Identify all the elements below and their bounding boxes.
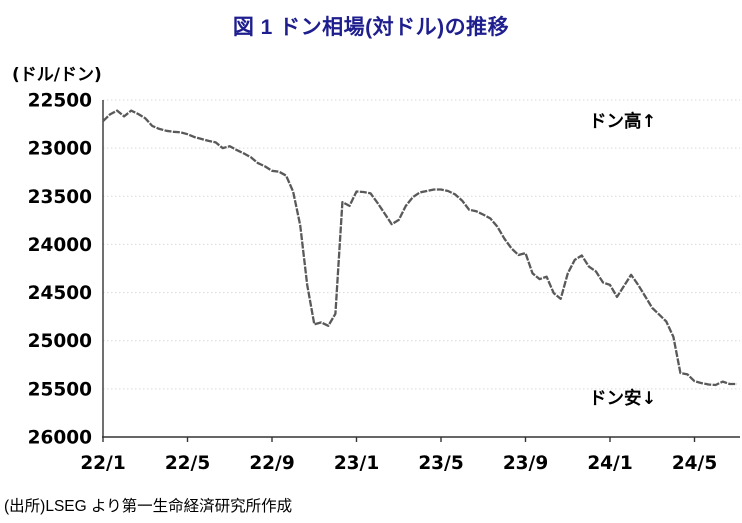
axis-labels: 22500 23000 23500 24000 24500 25000 25500 26000… (28, 91, 718, 475)
annotation-dong-high: ドン高↑ (589, 111, 656, 132)
x-tick-label: 23/1 (334, 453, 379, 474)
y-tick-label: 25500 (28, 379, 92, 400)
y-tick-label: 24500 (28, 283, 92, 304)
x-tick-label: 22/1 (80, 453, 125, 474)
y-tick-label: 23000 (28, 139, 92, 160)
y-tick-label: 22500 (28, 91, 92, 112)
axes (102, 100, 740, 442)
y-tick-label: 25000 (28, 331, 92, 352)
y-tick-label: 26000 (28, 428, 92, 449)
y-axis-unit-label: (ドル/ドン) (12, 65, 102, 85)
annotation-dong-low: ドン安↓ (589, 388, 656, 409)
gridlines (103, 99, 740, 390)
source-note: (出所)LSEG より第一生命経済研究所作成 (4, 498, 293, 515)
y-tick-label: 24000 (28, 235, 92, 256)
x-tick-label: 22/5 (165, 453, 210, 474)
x-tick-label: 24/1 (587, 453, 632, 474)
x-tick-label: 22/9 (249, 453, 294, 474)
y-tick-label: 23500 (28, 187, 92, 208)
x-tick-label: 23/9 (503, 453, 548, 474)
data-series (102, 109, 737, 387)
x-tick-label: 24/5 (672, 453, 717, 474)
usd-vnd-rate-line (102, 109, 737, 387)
x-tick-label: 23/5 (418, 453, 463, 474)
chart-title: 図 1 ドン相場(対ドル)の推移 (232, 16, 510, 39)
